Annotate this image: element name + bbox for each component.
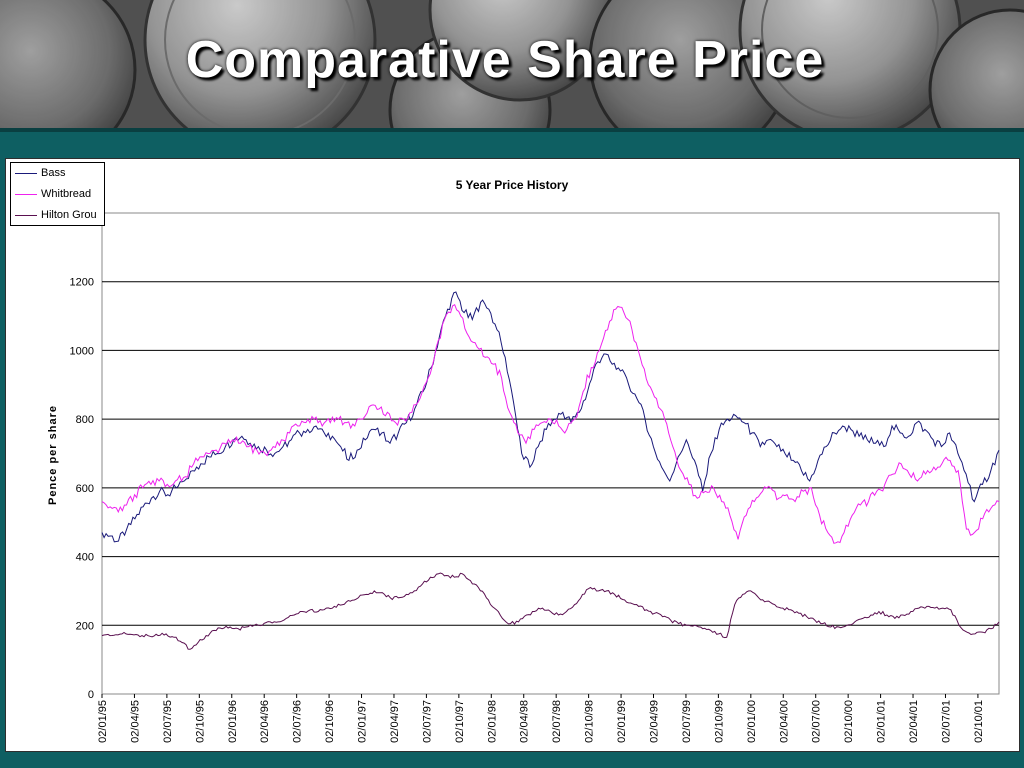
x-tick-label: 02/10/01 [973,700,985,743]
x-tick-label: 02/01/99 [616,700,628,743]
x-tick-label: 02/07/97 [421,700,433,743]
legend-label-bass: Bass [41,167,66,180]
y-tick-label: 200 [76,620,94,632]
chart-title: 5 Year Price History [456,178,569,192]
series-line-whitbread [101,303,1000,544]
chart-panel: 0 200 400 600 800 1000 1200 02/01/95 02/04/95 02… [5,158,1020,752]
header-banner: Comparative Share Price [0,0,1024,128]
x-tick-label: 02/07/01 [940,700,952,743]
chart-legend: Bass Whitbread Hilton Grou [10,162,105,226]
y-tick-label: 600 [76,483,94,495]
legend-label-hilton: Hilton Grou [41,209,97,222]
y-axis-label: Pence per share [47,405,59,505]
legend-swatch-whitbread [15,193,37,195]
series-line-hilton-grou [101,572,1000,650]
x-tick-label: 02/07/00 [811,700,823,743]
x-tick-label: 02/04/95 [129,700,141,743]
legend-item-hilton: Hilton Grou [15,207,103,223]
y-tick-label: 1000 [70,345,94,357]
legend-label-whitbread: Whitbread [41,188,92,201]
legend-swatch-bass [15,172,37,174]
y-tick-label: 0 [88,689,94,701]
x-tick-label: 02/10/97 [454,700,466,743]
x-tick-label: 02/04/00 [778,700,790,743]
x-tick-label: 02/01/95 [97,700,109,743]
x-tick-label: 02/04/97 [389,700,401,743]
plot-area [101,212,1000,695]
x-tick-label: 02/01/96 [227,700,239,743]
x-tick-label: 02/10/96 [324,700,336,743]
x-tick-label: 02/10/99 [713,700,725,743]
x-tick-label: 02/01/01 [876,700,888,743]
y-tick-label: 400 [76,552,94,564]
x-tick-label: 02/01/97 [357,700,369,743]
x-tick-label: 02/04/01 [908,700,920,743]
x-tick-label: 02/04/96 [259,700,271,743]
legend-item-bass: Bass [15,165,103,181]
x-tick-label: 02/07/99 [681,700,693,743]
x-tick-label: 02/04/98 [519,700,531,743]
line-chart: 0 200 400 600 800 1000 1200 02/01/95 02/04/95 02… [47,178,1000,743]
x-tick-label: 02/04/99 [649,700,661,743]
legend-swatch-hilton [15,214,37,216]
coins-background-image [0,0,1024,128]
x-tick-label: 02/07/96 [292,700,304,743]
header-divider [0,128,1024,132]
x-tick-label: 02/10/98 [584,700,596,743]
page-title: Comparative Share Price [185,31,825,89]
y-tick-label: 1200 [70,277,94,289]
legend-item-whitbread: Whitbread [15,186,103,202]
x-tick-label: 02/10/95 [194,700,206,743]
y-tick-label: 800 [76,414,94,426]
x-tick-label: 02/07/95 [162,700,174,743]
x-tick-label: 02/10/00 [843,700,855,743]
x-tick-label: 02/01/98 [486,700,498,743]
x-tick-label: 02/01/00 [746,700,758,743]
x-tick-label: 02/07/98 [551,700,563,743]
